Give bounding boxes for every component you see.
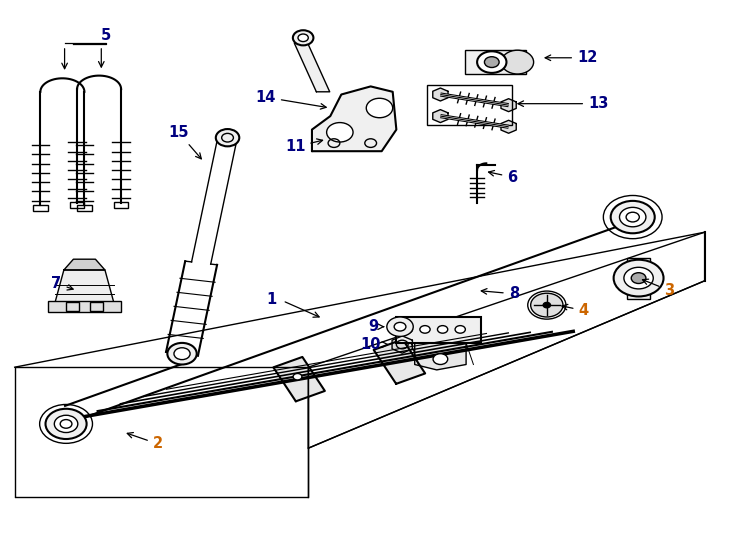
Circle shape (293, 374, 302, 380)
Polygon shape (433, 88, 448, 101)
Circle shape (46, 409, 87, 439)
Circle shape (420, 326, 430, 333)
Polygon shape (501, 120, 516, 133)
Bar (90, 302, 103, 311)
Circle shape (477, 51, 506, 73)
Polygon shape (433, 110, 448, 123)
Bar (396, 317, 481, 343)
Polygon shape (374, 340, 425, 384)
Circle shape (366, 98, 393, 118)
Circle shape (501, 50, 534, 74)
Polygon shape (415, 343, 466, 370)
Text: 7: 7 (51, 276, 73, 291)
Circle shape (174, 348, 190, 360)
Polygon shape (64, 259, 105, 270)
Bar (66, 302, 79, 311)
Circle shape (394, 322, 406, 331)
Bar (114, 202, 128, 208)
Bar (77, 205, 92, 211)
Circle shape (298, 34, 308, 42)
Circle shape (433, 354, 448, 364)
Circle shape (611, 201, 655, 233)
Polygon shape (312, 86, 396, 151)
Circle shape (54, 415, 78, 433)
Bar (465, 50, 526, 74)
Circle shape (167, 343, 197, 364)
Circle shape (387, 317, 413, 336)
Text: 13: 13 (518, 96, 608, 111)
Text: 2: 2 (127, 433, 163, 451)
Circle shape (437, 326, 448, 333)
Circle shape (631, 273, 646, 284)
Polygon shape (308, 232, 705, 448)
Circle shape (619, 207, 646, 227)
Circle shape (624, 267, 653, 289)
Circle shape (402, 326, 413, 333)
Circle shape (543, 302, 550, 308)
Bar (427, 85, 512, 125)
Circle shape (531, 293, 563, 317)
Circle shape (484, 57, 499, 68)
Polygon shape (15, 367, 308, 497)
Text: 6: 6 (489, 170, 517, 185)
Circle shape (455, 326, 465, 333)
Text: 12: 12 (545, 50, 597, 65)
Text: 15: 15 (168, 125, 201, 159)
Polygon shape (273, 357, 325, 401)
Polygon shape (55, 270, 114, 302)
Text: 9: 9 (368, 319, 384, 334)
Bar (627, 258, 650, 299)
Polygon shape (294, 43, 330, 92)
Bar (33, 205, 48, 211)
Bar (48, 301, 121, 312)
Bar (70, 202, 84, 208)
Text: 1: 1 (266, 292, 277, 307)
Text: 5: 5 (101, 28, 112, 43)
Polygon shape (501, 99, 516, 112)
Text: 11: 11 (285, 139, 322, 154)
Text: 3: 3 (642, 279, 675, 298)
Text: 14: 14 (255, 90, 326, 109)
Circle shape (614, 260, 664, 296)
Text: 10: 10 (360, 337, 388, 352)
Circle shape (327, 123, 353, 142)
Circle shape (216, 129, 239, 146)
Circle shape (293, 30, 313, 45)
Text: 8: 8 (482, 286, 519, 301)
Polygon shape (392, 336, 413, 353)
Text: 4: 4 (562, 303, 589, 318)
